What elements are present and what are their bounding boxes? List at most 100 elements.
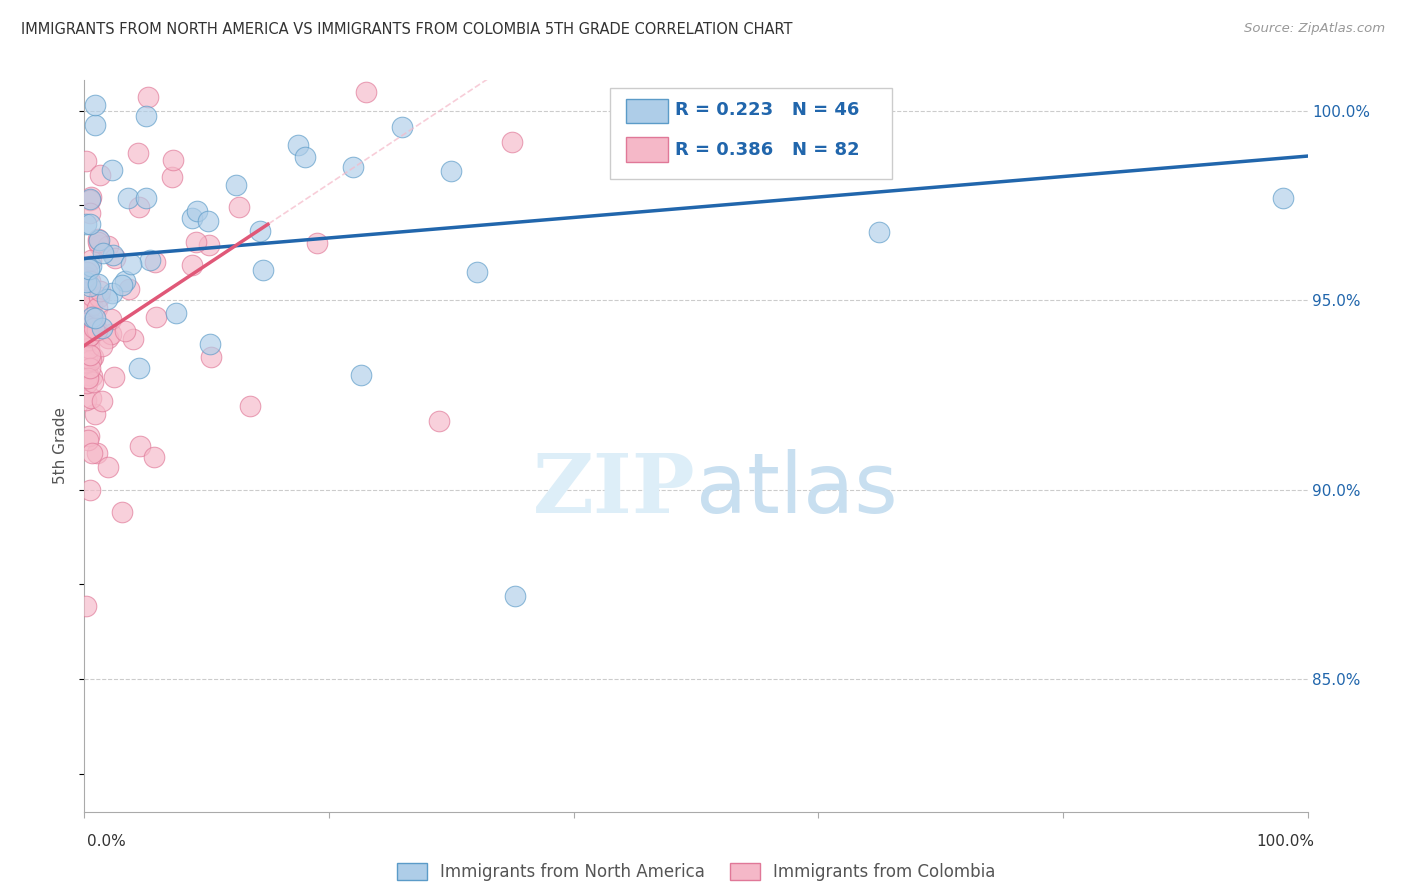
Point xyxy=(75,153,97,168)
Point xyxy=(103,248,125,262)
Point xyxy=(76,368,98,382)
Point xyxy=(77,341,100,355)
Point xyxy=(100,326,122,341)
Point xyxy=(200,337,222,351)
Point xyxy=(75,330,97,344)
Point xyxy=(342,160,364,174)
Point xyxy=(82,298,104,312)
Point xyxy=(143,255,166,269)
Text: ZIP: ZIP xyxy=(533,450,696,530)
Point xyxy=(83,311,105,326)
Point xyxy=(114,274,136,288)
Point xyxy=(197,214,219,228)
Point xyxy=(354,85,377,99)
Point xyxy=(75,275,97,289)
Point xyxy=(77,333,100,347)
Point xyxy=(162,153,184,167)
Point xyxy=(75,316,97,330)
Point xyxy=(239,399,262,413)
Point xyxy=(440,164,463,178)
Point xyxy=(77,434,100,448)
Point xyxy=(79,193,101,207)
Point xyxy=(100,312,122,326)
Point xyxy=(84,98,107,112)
Point xyxy=(91,394,114,409)
Point xyxy=(101,285,124,300)
Point xyxy=(79,217,101,231)
Point xyxy=(101,162,124,177)
Point xyxy=(143,450,166,464)
Point xyxy=(104,252,127,266)
Point xyxy=(869,226,891,240)
Point xyxy=(75,599,97,613)
Point xyxy=(465,265,488,279)
Point xyxy=(120,257,142,271)
Point xyxy=(76,376,98,391)
Point xyxy=(84,407,107,421)
Point xyxy=(77,429,100,443)
FancyBboxPatch shape xyxy=(626,99,668,123)
Point xyxy=(118,282,141,296)
Point xyxy=(89,237,111,252)
Point xyxy=(427,414,450,428)
FancyBboxPatch shape xyxy=(610,87,891,179)
Point xyxy=(79,301,101,315)
Point xyxy=(83,321,105,335)
Point xyxy=(87,233,110,247)
Point xyxy=(111,278,134,293)
Point xyxy=(75,393,97,408)
Point xyxy=(80,319,103,334)
Point xyxy=(79,391,101,405)
Point xyxy=(350,368,373,382)
Point xyxy=(80,446,103,460)
Point xyxy=(145,310,167,325)
Point xyxy=(76,265,98,279)
Point xyxy=(80,352,103,367)
Text: 0.0%: 0.0% xyxy=(87,834,127,849)
Point xyxy=(82,375,104,389)
Point xyxy=(87,277,110,292)
Point xyxy=(180,259,202,273)
Point xyxy=(138,90,160,104)
Legend: Immigrants from North America, Immigrants from Colombia: Immigrants from North America, Immigrant… xyxy=(389,856,1002,888)
Point xyxy=(79,361,101,376)
Point xyxy=(165,306,187,320)
Point xyxy=(97,331,120,345)
Point xyxy=(180,211,202,226)
Point xyxy=(86,301,108,315)
Text: atlas: atlas xyxy=(696,450,897,531)
Point xyxy=(184,235,207,249)
Point xyxy=(91,246,114,260)
Point xyxy=(503,589,526,603)
Point xyxy=(89,168,111,182)
Point xyxy=(135,109,157,123)
Point xyxy=(252,263,274,277)
Y-axis label: 5th Grade: 5th Grade xyxy=(53,408,69,484)
Point xyxy=(127,146,149,161)
Point xyxy=(103,369,125,384)
Point xyxy=(139,253,162,268)
FancyBboxPatch shape xyxy=(626,137,668,162)
Point xyxy=(80,310,103,324)
Point xyxy=(77,262,100,277)
Text: IMMIGRANTS FROM NORTH AMERICA VS IMMIGRANTS FROM COLOMBIA 5TH GRADE CORRELATION : IMMIGRANTS FROM NORTH AMERICA VS IMMIGRA… xyxy=(21,22,793,37)
Point xyxy=(747,95,769,110)
Point xyxy=(114,324,136,338)
Point xyxy=(135,191,157,205)
Point xyxy=(1272,191,1295,205)
Point xyxy=(80,252,103,267)
Point xyxy=(186,204,208,219)
Point xyxy=(76,270,98,285)
Point xyxy=(75,355,97,369)
Point xyxy=(502,135,524,149)
Point xyxy=(75,217,97,231)
Point xyxy=(80,368,103,383)
Point xyxy=(79,279,101,293)
Point xyxy=(200,350,222,364)
Point xyxy=(225,178,247,193)
Text: Source: ZipAtlas.com: Source: ZipAtlas.com xyxy=(1244,22,1385,36)
Point xyxy=(121,332,143,346)
Point xyxy=(80,289,103,303)
Point xyxy=(129,439,152,453)
Point xyxy=(91,338,114,352)
